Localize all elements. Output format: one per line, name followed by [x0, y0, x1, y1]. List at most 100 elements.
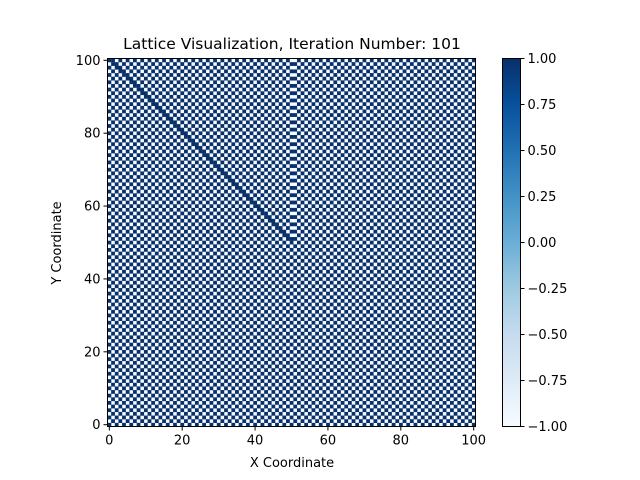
heatmap-cell — [184, 186, 188, 190]
heatmap-cell — [122, 415, 126, 420]
heatmap-cell — [446, 200, 451, 205]
heatmap-cell — [114, 73, 119, 77]
heatmap-cell — [253, 269, 258, 274]
heatmap-cell — [220, 153, 225, 158]
heatmap-cell — [409, 237, 414, 241]
heatmap-cell — [424, 69, 429, 74]
heatmap-cell — [329, 324, 334, 329]
heatmap-cell — [413, 138, 418, 143]
heatmap-cell — [344, 178, 349, 183]
heatmap-cell — [293, 353, 298, 358]
heatmap-cell — [165, 160, 170, 165]
heatmap-cell — [406, 196, 411, 201]
heatmap-cell — [162, 419, 166, 424]
heatmap-cell — [296, 335, 301, 340]
heatmap-cell — [187, 364, 192, 369]
heatmap-cell — [282, 164, 287, 168]
heatmap-cell — [358, 222, 363, 227]
heatmap-cell — [143, 94, 148, 99]
heatmap-cell — [242, 419, 247, 424]
heatmap-cell — [162, 229, 166, 234]
heatmap-cell — [329, 237, 334, 241]
heatmap-cell — [413, 196, 418, 201]
heatmap-cell — [187, 357, 192, 362]
heatmap-cell — [129, 255, 134, 260]
heatmap-cell — [133, 149, 137, 154]
heatmap-cell — [453, 331, 458, 336]
heatmap-cell — [300, 317, 305, 321]
heatmap-cell — [468, 200, 473, 205]
heatmap-cell — [245, 298, 250, 303]
heatmap-cell — [388, 295, 392, 300]
heatmap-cell — [107, 218, 112, 223]
heatmap-cell — [369, 371, 374, 376]
heatmap-cell — [213, 116, 217, 121]
heatmap-cell — [275, 142, 279, 147]
heatmap-cell — [151, 415, 156, 420]
heatmap-cell — [245, 320, 250, 325]
heatmap-cell — [380, 368, 385, 372]
heatmap-cell — [176, 309, 181, 314]
heatmap-cell — [133, 186, 137, 190]
heatmap-cell — [373, 76, 378, 81]
heatmap-cell — [377, 415, 381, 420]
heatmap-cell — [315, 127, 319, 132]
heatmap-cell — [424, 382, 429, 387]
heatmap-cell — [143, 189, 148, 194]
heatmap-cell — [286, 397, 290, 402]
heatmap-cell — [435, 116, 440, 121]
heatmap-cell — [107, 167, 112, 172]
heatmap-cell — [439, 215, 443, 219]
heatmap-cell — [428, 364, 432, 369]
heatmap-cell — [384, 102, 389, 107]
heatmap-cell — [224, 233, 228, 238]
heatmap-cell — [180, 262, 185, 267]
heatmap-cell — [282, 113, 287, 117]
heatmap-cell — [333, 415, 338, 420]
heatmap-cell — [264, 280, 268, 285]
heatmap-cell — [198, 266, 203, 270]
heatmap-cell — [340, 342, 345, 347]
heatmap-cell — [431, 76, 436, 81]
heatmap-cell — [224, 335, 228, 340]
heatmap-cell — [275, 113, 279, 117]
heatmap-cell — [187, 91, 192, 96]
heatmap-cell — [369, 196, 374, 201]
heatmap-cell — [347, 94, 352, 99]
heatmap-cell — [395, 207, 400, 212]
heatmap-cell — [391, 233, 396, 238]
heatmap-cell — [216, 255, 221, 260]
heatmap-cell — [406, 357, 411, 362]
heatmap-cell — [446, 302, 451, 307]
heatmap-cell — [111, 280, 115, 285]
heatmap-cell — [180, 105, 185, 110]
heatmap-cell — [154, 65, 159, 70]
heatmap-cell — [227, 266, 232, 270]
heatmap-cell — [351, 390, 356, 394]
heatmap-cell — [224, 291, 228, 296]
heatmap-cell — [453, 127, 458, 132]
heatmap-cell — [209, 204, 214, 209]
heatmap-cell — [154, 266, 159, 270]
heatmap-cell — [238, 127, 243, 132]
heatmap-cell — [398, 145, 403, 150]
heatmap-cell — [340, 80, 345, 85]
heatmap-cell — [282, 291, 287, 296]
heatmap-cell — [242, 80, 247, 85]
heatmap-cell — [322, 222, 327, 227]
heatmap-cell — [143, 328, 148, 332]
heatmap-cell — [300, 411, 305, 416]
heatmap-cell — [260, 284, 265, 289]
heatmap-cell — [431, 309, 436, 314]
heatmap-cell — [286, 324, 290, 329]
heatmap-cell — [402, 105, 407, 110]
heatmap-cell — [428, 204, 432, 209]
heatmap-cell — [286, 280, 290, 285]
heatmap-cell — [384, 182, 389, 187]
heatmap-cell — [245, 328, 250, 332]
heatmap-cell — [446, 419, 451, 424]
heatmap-cell — [158, 320, 163, 325]
heatmap-cell — [253, 349, 258, 354]
heatmap-cell — [249, 280, 254, 285]
heatmap-cell — [289, 262, 294, 267]
